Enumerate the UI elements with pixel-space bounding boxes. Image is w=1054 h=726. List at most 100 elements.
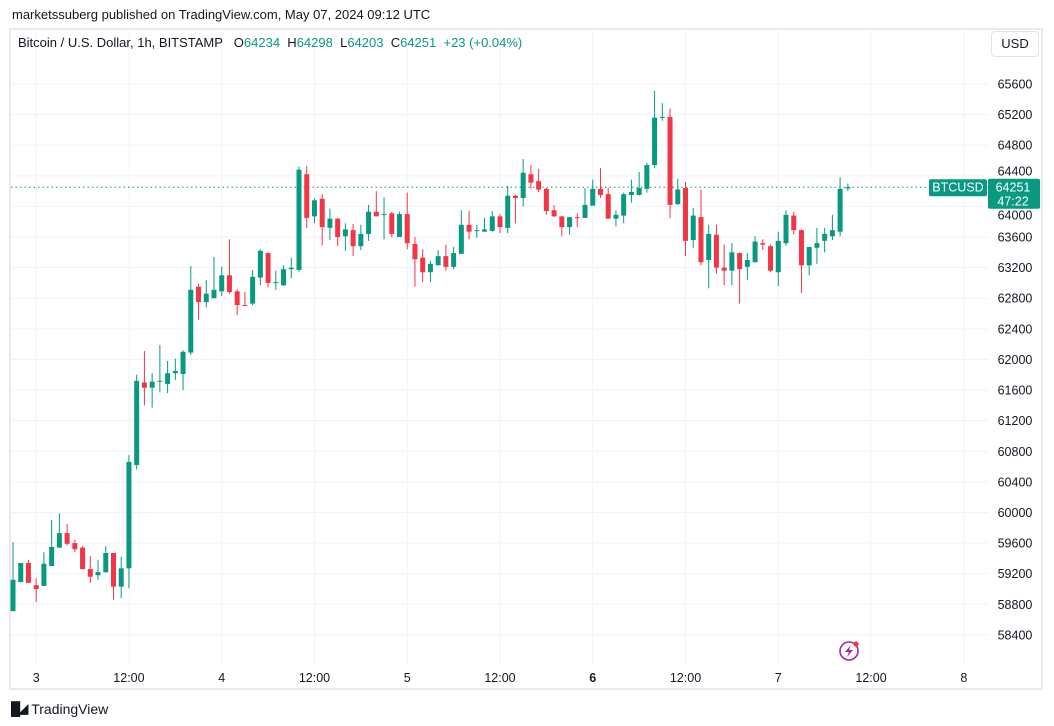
candle-down bbox=[605, 188, 611, 219]
grid bbox=[11, 30, 988, 665]
candle-body bbox=[690, 215, 696, 241]
candle-body bbox=[837, 188, 843, 232]
candle-down bbox=[319, 194, 325, 246]
open-value: 64234 bbox=[243, 35, 281, 50]
candle-body bbox=[165, 373, 171, 384]
candle-body bbox=[56, 533, 62, 548]
candle-down bbox=[335, 217, 341, 247]
candle-up bbox=[652, 90, 658, 169]
candle-up bbox=[203, 279, 209, 308]
candle-body bbox=[64, 533, 70, 544]
candle-body bbox=[103, 553, 109, 573]
candle-body bbox=[613, 214, 619, 219]
candle-down bbox=[265, 252, 271, 288]
candle-down bbox=[574, 213, 580, 228]
time-axis: 3 12:00 4 12:00 5 12:00 6 12:00 7 12:00 8 bbox=[33, 671, 968, 685]
low-label: L bbox=[340, 35, 348, 50]
chart-frame bbox=[9, 28, 1043, 690]
candle-body bbox=[659, 116, 665, 118]
price-axis: 58400 58800 59200 59600 60000 60400 60800 61200… bbox=[998, 78, 1033, 643]
candle-down bbox=[242, 292, 248, 307]
candle-body bbox=[590, 188, 596, 206]
candle-down bbox=[760, 239, 766, 251]
candle-body bbox=[644, 165, 650, 189]
candle-down bbox=[420, 249, 426, 283]
tradingview-logo-text: TradingView bbox=[31, 701, 109, 717]
change-value: +23 (+0.04%) bbox=[443, 35, 523, 50]
candle-up bbox=[744, 253, 750, 280]
candle-body bbox=[172, 370, 178, 374]
candle-up bbox=[327, 208, 333, 241]
price-tick-label: 59600 bbox=[998, 537, 1033, 551]
price-tick-label: 61600 bbox=[998, 384, 1033, 398]
ticker-label: BTCUSD bbox=[932, 181, 983, 195]
candle-up bbox=[427, 260, 433, 283]
candle-body bbox=[683, 188, 689, 241]
candle-body bbox=[358, 233, 364, 247]
candle-down bbox=[350, 224, 356, 257]
time-tick-label: 3 bbox=[33, 671, 40, 685]
candle-body bbox=[350, 230, 356, 247]
candle-up bbox=[435, 250, 441, 266]
candle-body bbox=[72, 543, 78, 550]
candle-up bbox=[281, 265, 287, 286]
candle-down bbox=[72, 540, 78, 553]
time-tick-label: 12:00 bbox=[670, 671, 701, 685]
candle-body bbox=[543, 188, 549, 212]
candle-body bbox=[95, 572, 101, 576]
candle-body bbox=[443, 256, 449, 267]
candle-down bbox=[667, 108, 673, 218]
candle-body bbox=[134, 380, 140, 466]
candle-body bbox=[845, 187, 851, 189]
candle-body bbox=[791, 215, 797, 231]
candle-up bbox=[451, 246, 457, 270]
price-tick-label: 62400 bbox=[998, 322, 1033, 336]
symbol-title[interactable]: Bitcoin / U.S. Dollar, 1h, BITSTAMP bbox=[18, 35, 223, 50]
candle-body bbox=[551, 210, 557, 217]
candle-body bbox=[760, 243, 766, 245]
candle-body bbox=[721, 267, 727, 271]
candle-up bbox=[775, 231, 781, 286]
candle-up bbox=[458, 210, 464, 254]
candle-up bbox=[489, 211, 495, 232]
candle-up bbox=[149, 373, 155, 408]
price-tick-label: 60800 bbox=[998, 445, 1033, 459]
candle-up bbox=[157, 344, 163, 393]
candle-body bbox=[412, 243, 418, 260]
candle-body bbox=[458, 224, 464, 254]
candle-body bbox=[288, 267, 294, 270]
candle-down bbox=[768, 244, 774, 273]
candle-body bbox=[474, 230, 480, 232]
open-label: O bbox=[233, 35, 244, 50]
candle-body bbox=[466, 224, 472, 232]
candle-up bbox=[250, 269, 256, 306]
candle-down bbox=[721, 244, 727, 286]
candle-body bbox=[698, 217, 704, 263]
tradingview-logo[interactable]: █◢ TradingView bbox=[11, 701, 108, 717]
candle-up bbox=[342, 223, 348, 251]
candle-body bbox=[257, 250, 263, 278]
candle-body bbox=[829, 230, 835, 237]
publisher-line: marketssuberg published on TradingView.c… bbox=[12, 7, 431, 22]
candle-up bbox=[822, 227, 828, 253]
candle-body bbox=[482, 229, 488, 232]
candle-down bbox=[412, 237, 418, 287]
price-tick-label: 65200 bbox=[998, 108, 1033, 122]
alert-lightning-icon[interactable] bbox=[839, 641, 859, 661]
candle-down bbox=[64, 523, 70, 546]
high-label: H bbox=[287, 35, 297, 50]
currency-button[interactable]: USD bbox=[991, 31, 1039, 57]
candle-up bbox=[659, 103, 665, 121]
ticker-tag bbox=[929, 179, 987, 197]
candle-down bbox=[33, 578, 39, 602]
candle-body bbox=[18, 562, 24, 583]
candle-body bbox=[512, 195, 518, 199]
candle-body bbox=[520, 172, 526, 199]
candle-down bbox=[25, 559, 31, 583]
candle-body bbox=[744, 259, 750, 267]
candle-body bbox=[226, 275, 232, 293]
candle-body bbox=[667, 116, 673, 205]
candle-up bbox=[219, 266, 225, 296]
candle-up bbox=[706, 224, 712, 289]
